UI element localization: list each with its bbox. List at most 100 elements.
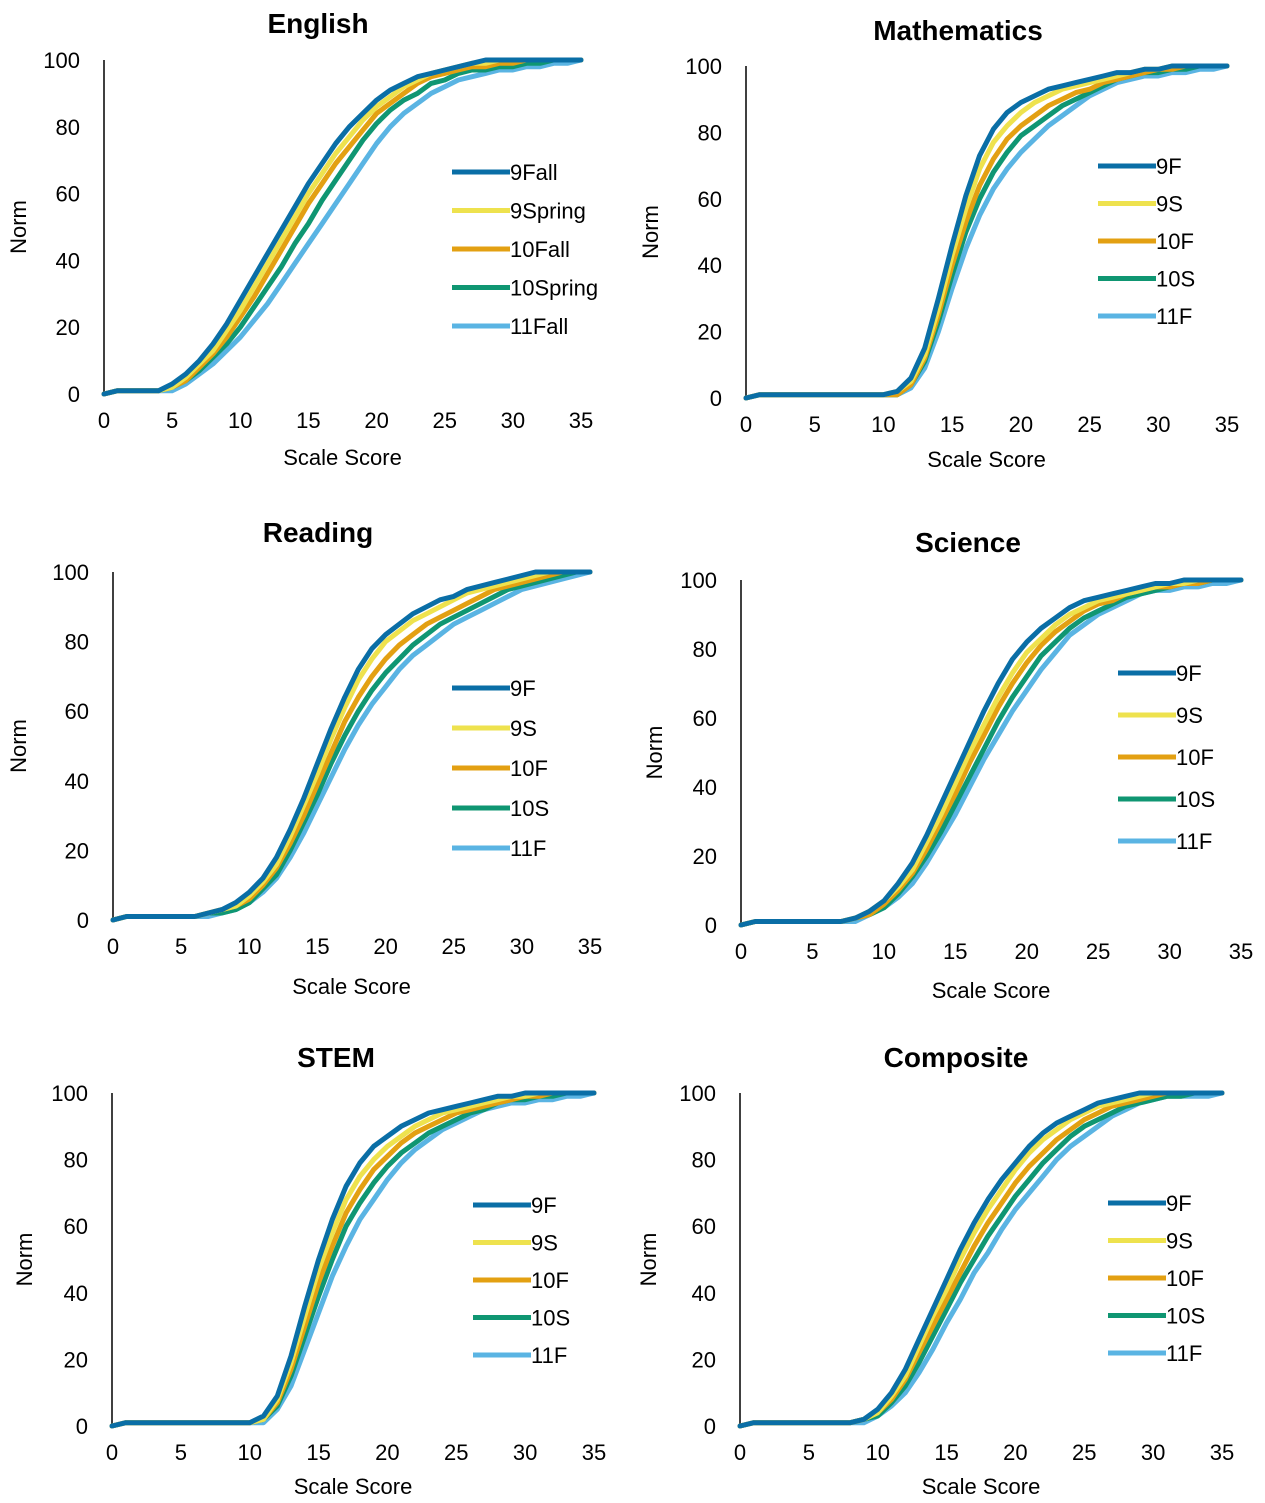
legend-entry: 10S	[510, 796, 549, 821]
series-line-10spring	[101, 57, 584, 397]
x-tick-label: 35	[1229, 939, 1253, 964]
x-tick-label: 20	[1009, 412, 1033, 437]
x-tick-label: 10	[871, 412, 895, 437]
legend-entry: 9S	[1156, 192, 1183, 217]
legend-entry: 9S	[510, 716, 537, 741]
y-tick-label: 100	[679, 1081, 716, 1106]
chart-composite: Composite 0 20 40 60 80 100 0 5 10 15 20 25 30 35 Scale…	[636, 1042, 1234, 1499]
y-tick-label: 40	[64, 1281, 88, 1306]
x-tick-label: 35	[1210, 1440, 1234, 1465]
y-tick-label: 60	[692, 1214, 716, 1239]
y-tick-label: 0	[76, 1414, 88, 1439]
series-line-10f	[110, 569, 593, 923]
legend-entry: 10Spring	[510, 276, 598, 301]
y-tick-label: 20	[692, 1347, 716, 1372]
y-tick-label: 100	[51, 1081, 88, 1106]
x-tick-label: 25	[432, 408, 456, 433]
legend-entry: 9Spring	[510, 199, 586, 224]
x-tick-label: 25	[444, 1440, 468, 1465]
y-tick-label: 20	[65, 838, 89, 863]
chart-mathematics: Mathematics 0 20 40 60 80 100 0 5 10 15 20 25 30 35 Sca…	[638, 15, 1239, 472]
chart-title: Science	[915, 527, 1021, 558]
x-axis-label: Scale Score	[283, 445, 402, 470]
y-axis-label: Norm	[6, 719, 31, 773]
y-tick-label: 60	[56, 182, 80, 207]
x-tick-label: 5	[803, 1440, 815, 1465]
x-tick-label: 30	[1157, 939, 1181, 964]
legend-entry: 9F	[531, 1193, 557, 1218]
y-tick-label: 80	[65, 630, 89, 655]
legend-entry: 9S	[531, 1231, 558, 1256]
legend-entry: 10S	[1176, 787, 1215, 812]
series-line-11f	[109, 1090, 597, 1429]
series-line-9f	[743, 63, 1230, 401]
legend-entry: 9Fall	[510, 160, 558, 185]
x-tick-label: 25	[1086, 939, 1110, 964]
x-tick-label: 0	[735, 939, 747, 964]
y-tick-label: 40	[56, 248, 80, 273]
series-line-11f	[737, 1090, 1225, 1429]
legend-entry: 10Fall	[510, 237, 570, 262]
x-tick-label: 10	[872, 939, 896, 964]
legend-entry: 11F	[1166, 1341, 1202, 1366]
y-tick-label: 80	[64, 1148, 88, 1173]
x-tick-label: 30	[1141, 1440, 1165, 1465]
legend-entry: 9F	[510, 676, 536, 701]
y-tick-label: 60	[693, 706, 717, 731]
y-tick-label: 0	[704, 1414, 716, 1439]
legend-entry: 10F	[510, 756, 548, 781]
y-tick-label: 0	[68, 382, 80, 407]
x-tick-label: 0	[734, 1440, 746, 1465]
y-tick-label: 40	[65, 769, 89, 794]
x-tick-label: 15	[306, 1440, 330, 1465]
legend-entry: 11F	[1176, 829, 1212, 854]
legend-entry: 9F	[1176, 661, 1202, 686]
x-tick-label: 10	[865, 1440, 889, 1465]
x-tick-label: 10	[228, 408, 252, 433]
y-tick-label: 20	[64, 1347, 88, 1372]
series-line-10f	[743, 63, 1230, 401]
y-axis-label: Norm	[638, 205, 663, 259]
legend-entry: 11F	[510, 836, 546, 861]
series-line-11f	[743, 63, 1230, 401]
y-axis-label: Norm	[636, 1233, 661, 1287]
x-axis-label: Scale Score	[927, 447, 1046, 472]
x-tick-label: 20	[373, 934, 397, 959]
x-tick-label: 15	[296, 408, 320, 433]
x-tick-label: 5	[175, 1440, 187, 1465]
x-tick-label: 10	[237, 934, 261, 959]
series-line-10s	[738, 577, 1244, 928]
y-tick-label: 20	[56, 315, 80, 340]
y-tick-label: 0	[705, 913, 717, 938]
x-tick-label: 5	[166, 408, 178, 433]
y-tick-label: 60	[64, 1214, 88, 1239]
y-tick-label: 100	[52, 560, 89, 585]
legend-entry: 10F	[1156, 229, 1194, 254]
series-line-9spring	[101, 57, 584, 397]
series-line-10f	[738, 577, 1244, 928]
y-tick-label: 0	[710, 386, 722, 411]
chart-title: English	[267, 8, 368, 39]
legend-entry: 9S	[1166, 1229, 1193, 1254]
legend-entry: 10F	[1166, 1266, 1204, 1291]
legend-entry: 11F	[531, 1343, 567, 1368]
x-axis-label: Scale Score	[292, 974, 411, 999]
x-tick-label: 35	[569, 408, 593, 433]
x-tick-label: 25	[1072, 1440, 1096, 1465]
x-tick-label: 25	[441, 934, 465, 959]
series-line-9s	[110, 569, 593, 923]
chart-science: Science 0 20 40 60 80 100 0 5 10 15 20 25 30 35 Scale S…	[642, 527, 1253, 1003]
x-tick-label: 5	[175, 934, 187, 959]
y-tick-label: 60	[698, 187, 722, 212]
chart-reading: Reading 0 20 40 60 80 100 0 5 10 15 20 25 30 35 Scale S…	[6, 517, 602, 999]
y-axis-label: Norm	[642, 726, 667, 780]
x-tick-label: 30	[510, 934, 534, 959]
x-tick-label: 10	[237, 1440, 261, 1465]
chart-title: STEM	[297, 1042, 375, 1073]
series-line-10f	[109, 1090, 597, 1429]
y-tick-label: 100	[685, 54, 722, 79]
y-tick-label: 100	[43, 48, 80, 73]
chart-title: Composite	[884, 1042, 1029, 1073]
series-line-10s	[109, 1090, 597, 1429]
